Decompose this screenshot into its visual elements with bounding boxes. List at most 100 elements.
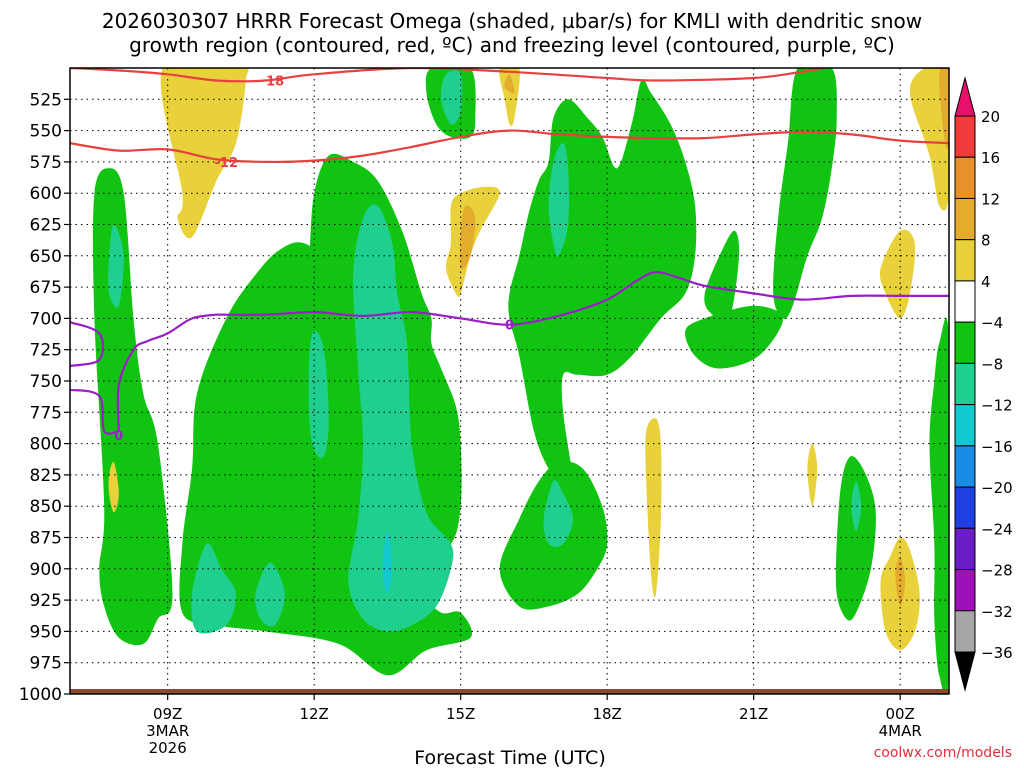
colorbar-bin-7 — [954, 362, 976, 406]
freezing-contour-label-0: 0 — [505, 319, 514, 334]
colorbar-label-7: −12 — [981, 397, 1013, 415]
omega-region-m12 — [382, 531, 393, 594]
y-tick-label-925: 925 — [30, 591, 62, 611]
y-tick-label-775: 775 — [30, 403, 62, 423]
omega-region-m8 — [191, 543, 237, 634]
chart-title-line-2: growth region (contoured, red, ºC) and f… — [129, 33, 895, 57]
y-tick-label-950: 950 — [30, 622, 62, 642]
ground-band — [70, 688, 949, 694]
temperature-contours: 18 -12 0 0 — [70, 68, 949, 444]
colorbar-label-10: −24 — [981, 520, 1013, 538]
colorbar-bin-9 — [954, 445, 976, 488]
x-axis-label: Forecast Time (UTC) — [414, 747, 605, 768]
x-tick-label-18Z: 18Z — [592, 705, 621, 723]
y-tick-label-900: 900 — [30, 560, 62, 580]
colorbar-bin-4 — [954, 239, 976, 282]
x-tick-label-09Z: 09Z — [153, 705, 182, 723]
omega-region-m4 — [773, 68, 837, 319]
omega-region-p8 — [895, 556, 906, 607]
colorbar-label-0: 20 — [981, 108, 1000, 126]
omega-region-p4 — [909, 68, 949, 211]
x-tick-date-09Z: 3MAR — [146, 722, 189, 740]
y-tick-label-750: 750 — [30, 372, 62, 392]
omega-region-m8 — [440, 70, 463, 125]
colorbar-label-3: 8 — [981, 232, 991, 250]
y-tick-label-700: 700 — [30, 309, 62, 329]
x-tick-year-09Z: 2026 — [149, 739, 187, 757]
y-tick-label-550: 550 — [30, 122, 62, 142]
y-tick-label-875: 875 — [30, 529, 62, 549]
colorbar-label-12: −32 — [981, 603, 1013, 621]
site-credit: coolwx.com/models — [874, 745, 1012, 761]
dgz-contour-label-0: 18 — [266, 75, 284, 90]
omega-region-m4 — [835, 456, 876, 621]
omega-region-p4 — [807, 443, 818, 507]
omega-colorbar: 20 16 12 8 4 −4 −8 −12 −16 −20 −24 −28 −32 −36 — [954, 76, 1013, 692]
colorbar-label-2: 12 — [981, 190, 1000, 208]
y-tick-label-725: 725 — [30, 341, 62, 361]
chart-title-line-1: 2026030307 HRRR Forecast Omega (shaded, … — [102, 9, 922, 33]
colorbar-top-arrow — [954, 76, 976, 117]
y-tick-label-825: 825 — [30, 466, 62, 486]
plot-gridlines — [70, 68, 949, 694]
y-tick-label-975: 975 — [30, 654, 62, 674]
colorbar-bin-8 — [954, 404, 976, 447]
y-tick-label-1000: 1000 — [19, 685, 62, 705]
colorbar-bin-6 — [954, 321, 976, 364]
colorbar-bin-3 — [954, 197, 976, 241]
colorbar-bin-10 — [954, 486, 976, 529]
colorbar-label-8: −16 — [981, 438, 1013, 456]
omega-region-m8 — [851, 481, 862, 532]
freezing-contour-line-1 — [116, 313, 217, 432]
x-tick-label-00Z: 00Z — [885, 705, 914, 723]
x-tick-label-15Z: 15Z — [446, 705, 475, 723]
freezing-contour-line-2 — [70, 321, 105, 368]
colorbar-label-5: −4 — [981, 314, 1003, 332]
pressure-axis: 525 550 575 600 625 650 675 700 725 750 775 800 825 8… — [19, 90, 70, 705]
y-tick-label-675: 675 — [30, 278, 62, 298]
colorbar-bottom-arrow — [954, 651, 976, 692]
colorbar-label-4: 4 — [981, 273, 991, 291]
colorbar-label-6: −8 — [981, 355, 1003, 373]
omega-region-p8 — [459, 205, 476, 270]
colorbar-label-13: −36 — [981, 644, 1013, 662]
dgz-contour-label-1: -12 — [215, 156, 239, 171]
y-tick-label-625: 625 — [30, 216, 62, 236]
colorbar-label-1: 16 — [981, 149, 1000, 167]
omega-region-p8 — [504, 74, 515, 94]
y-tick-label-800: 800 — [30, 435, 62, 455]
colorbar-bin-11 — [954, 527, 976, 571]
omega-region-p4 — [160, 68, 249, 239]
omega-region-m4 — [685, 305, 784, 369]
dgz-contour-line-0 — [70, 68, 949, 83]
y-tick-label-650: 650 — [30, 247, 62, 267]
x-tick-date-00Z: 4MAR — [879, 722, 922, 740]
omega-region-m8 — [543, 480, 573, 547]
y-tick-label-525: 525 — [30, 90, 62, 110]
omega-region-p4 — [645, 418, 662, 598]
colorbar-bin-1 — [954, 115, 976, 158]
freezing-contour-label-1: 0 — [114, 429, 123, 444]
omega-region-m8 — [548, 143, 570, 257]
surface-band — [70, 688, 949, 694]
omega-region-p4 — [499, 68, 520, 127]
omega-shading — [92, 68, 949, 694]
colorbar-bin-13 — [954, 610, 976, 653]
colorbar-bin-5 — [954, 280, 976, 323]
colorbar-bin-2 — [954, 156, 976, 199]
x-tick-label-12Z: 12Z — [299, 705, 328, 723]
colorbar-label-11: −28 — [981, 562, 1013, 580]
freezing-contour-line-3 — [70, 388, 120, 435]
y-tick-label-575: 575 — [30, 153, 62, 173]
omega-region-p4 — [108, 461, 119, 513]
freezing-contour-line-0 — [216, 270, 949, 326]
x-tick-label-21Z: 21Z — [739, 705, 768, 723]
y-tick-label-600: 600 — [30, 184, 62, 204]
omega-region-m4 — [704, 230, 740, 322]
colorbar-bin-12 — [954, 569, 976, 612]
omega-region-m8 — [255, 562, 285, 627]
omega-region-m8 — [348, 204, 454, 632]
dgz-contour-line-1 — [70, 129, 949, 164]
